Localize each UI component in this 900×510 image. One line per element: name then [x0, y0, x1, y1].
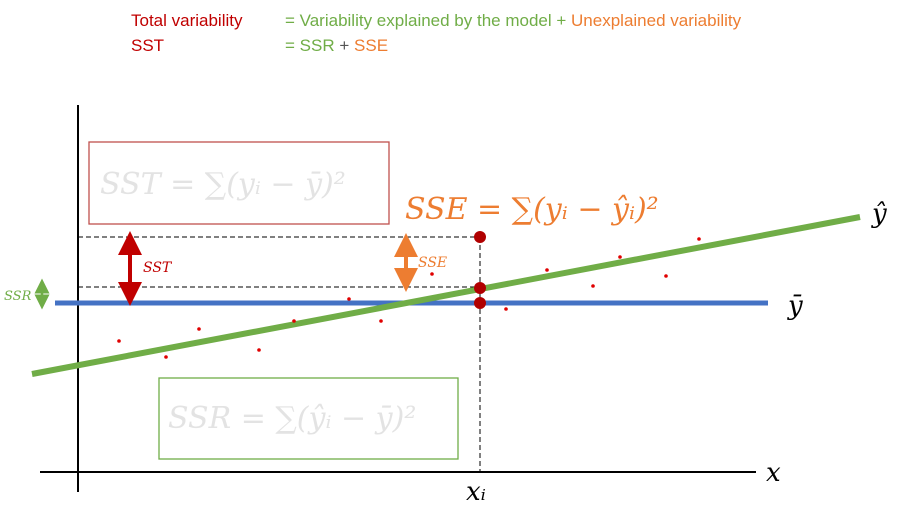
header-text: +	[339, 36, 349, 55]
key-points	[474, 231, 486, 309]
sst-formula: SST = ∑(yᵢ − ȳ)²	[100, 167, 346, 202]
header-text: = Variability explained by the model +	[285, 11, 566, 30]
ssr-label: SSR	[4, 289, 32, 304]
regression-line	[31, 214, 861, 377]
ybar-label: ȳ	[787, 291, 803, 321]
sst-label: SST	[143, 260, 173, 276]
xi-label: xᵢ	[466, 477, 486, 507]
scatter-points	[117, 237, 701, 359]
ssr-box	[158, 377, 459, 460]
header-text: Total variability	[131, 11, 243, 30]
header-line: SST = SSR + SSE	[131, 36, 388, 55]
sst-box	[88, 141, 390, 225]
header-line: Total variability = Variability explaine…	[131, 11, 742, 30]
x-label: x	[766, 458, 781, 488]
header-text: = SSR	[285, 36, 335, 55]
header-text: SSE	[354, 36, 388, 55]
header-text: SST	[131, 36, 164, 55]
ssr-formula: SSR = ∑(ŷᵢ − ȳ)²	[168, 401, 416, 436]
yhat-label: ŷ	[871, 199, 887, 229]
header-text: Unexplained variability	[571, 11, 742, 30]
sse-label: SSE	[418, 255, 447, 271]
sse-formula: SSE = ∑(yᵢ − ŷᵢ)²	[405, 192, 659, 227]
